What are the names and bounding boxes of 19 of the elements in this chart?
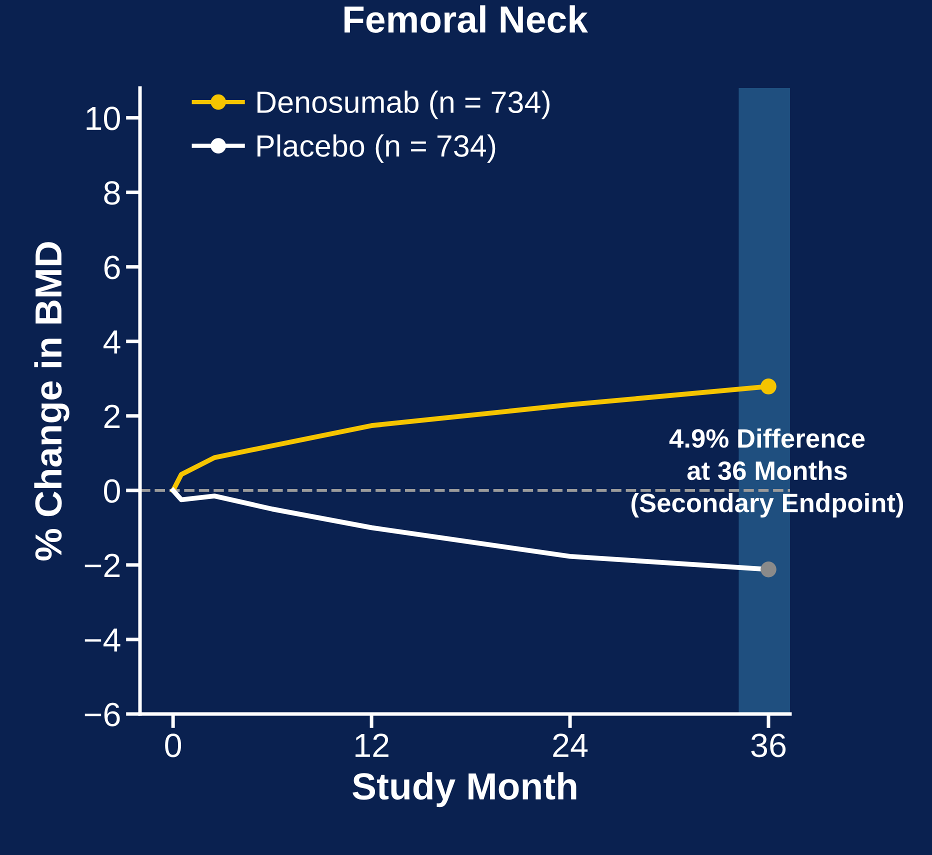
y-tick-label: 2 xyxy=(104,404,120,428)
x-axis-title: Study Month xyxy=(352,772,576,808)
legend-label: Denosumab (n = 734) xyxy=(258,90,550,120)
x-tick-label: 0 xyxy=(165,734,182,758)
x-tick-label: 12 xyxy=(356,734,388,757)
y-tick-label: 6 xyxy=(104,256,120,280)
x-tick-label: 24 xyxy=(553,734,588,757)
y-tick-label: 4 xyxy=(103,330,120,354)
y-tick-label: 0 xyxy=(104,479,120,503)
y-tick-label: 8 xyxy=(104,181,120,205)
legend-label: Placebo (n = 734) xyxy=(258,134,496,163)
y-tick-label: −6 xyxy=(84,702,120,726)
y-tick-label: −4 xyxy=(84,628,120,652)
x-tick-label: 36 xyxy=(751,734,786,758)
annotation: 4.9% Difference at 36 Months (Secondary Endpoint) xyxy=(631,428,904,518)
y-axis-title: % Change in BMD xyxy=(34,242,70,560)
chart-title: Femoral Neck xyxy=(344,5,588,33)
y-tick-label: −2 xyxy=(84,554,120,578)
y-tick-label: 10 xyxy=(86,106,120,130)
